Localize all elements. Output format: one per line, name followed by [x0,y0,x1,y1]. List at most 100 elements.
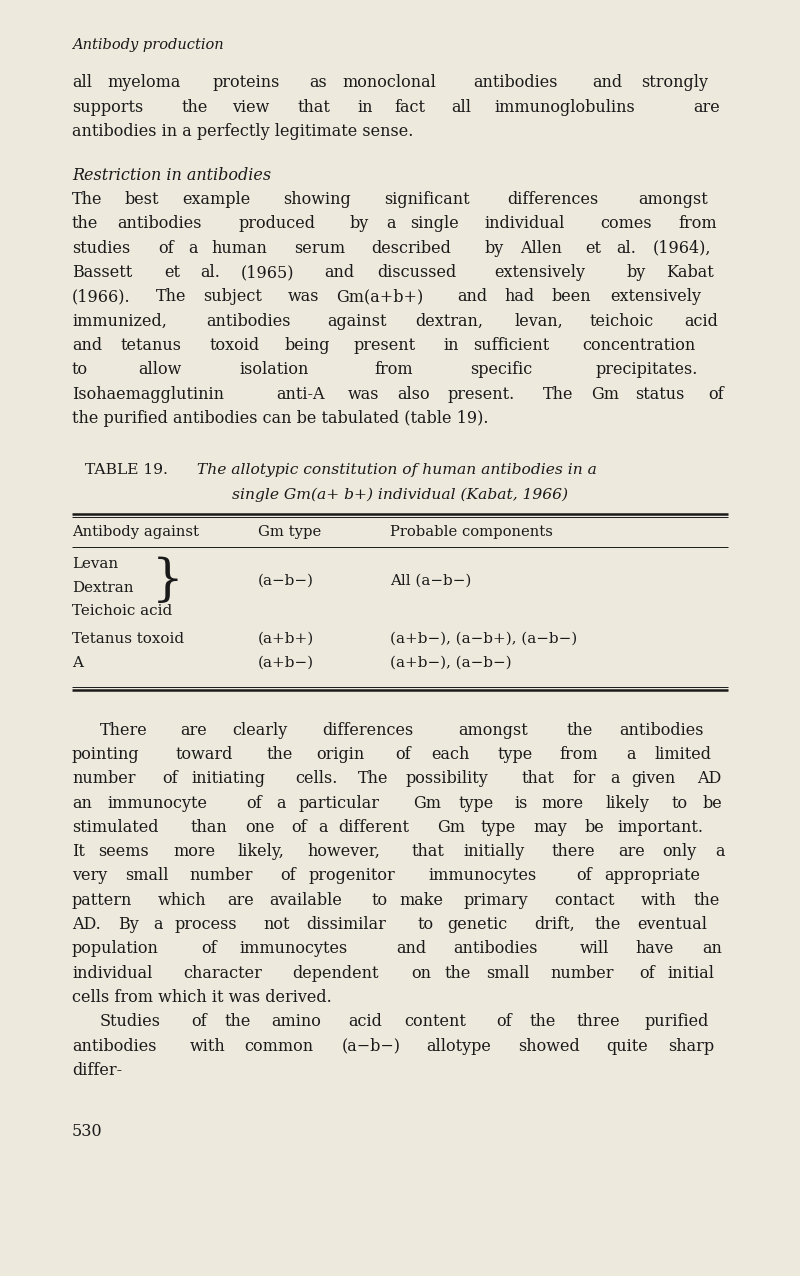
Text: progenitor: progenitor [308,868,395,884]
Text: more: more [542,795,583,812]
Text: Studies: Studies [100,1013,161,1030]
Text: et: et [585,240,601,256]
Text: view: view [232,98,270,116]
Text: eventual: eventual [638,916,708,933]
Text: Gm: Gm [437,819,465,836]
Text: all: all [452,98,472,116]
Text: Allen: Allen [520,240,562,256]
Text: }: } [152,556,184,606]
Text: make: make [399,892,443,909]
Text: each: each [432,746,470,763]
Text: (a−b−): (a−b−) [342,1037,401,1054]
Text: antibodies: antibodies [118,216,202,232]
Text: antibodies: antibodies [453,940,538,957]
Text: Teichoic acid: Teichoic acid [72,605,172,619]
Text: immunized,: immunized, [72,313,167,329]
Text: three: three [576,1013,620,1030]
Text: primary: primary [464,892,529,909]
Text: present.: present. [448,385,515,402]
Text: that: that [521,771,554,787]
Text: type: type [498,746,533,763]
Text: only: only [662,843,696,860]
Text: significant: significant [384,191,470,208]
Text: (a+b−): (a+b−) [258,656,314,670]
Text: and: and [397,940,427,957]
Text: TABLE 19.: TABLE 19. [85,463,168,477]
Text: specific: specific [470,361,532,378]
Text: (a+b+): (a+b+) [258,632,314,646]
Text: genetic: genetic [447,916,508,933]
Text: are: are [228,892,254,909]
Text: antibodies in a perfectly legitimate sense.: antibodies in a perfectly legitimate sen… [72,122,414,140]
Text: best: best [125,191,159,208]
Text: differences: differences [507,191,598,208]
Text: subject: subject [203,288,262,305]
Text: of: of [497,1013,512,1030]
Text: sufficient: sufficient [474,337,550,353]
Text: Isohaemagglutinin: Isohaemagglutinin [72,385,224,402]
Text: small: small [126,868,169,884]
Text: allotype: allotype [426,1037,491,1054]
Text: 530: 530 [72,1123,102,1139]
Text: myeloma: myeloma [108,74,182,92]
Text: described: described [371,240,451,256]
Text: common: common [244,1037,313,1054]
Text: toxoid: toxoid [210,337,260,353]
Text: monoclonal: monoclonal [342,74,436,92]
Text: in: in [443,337,459,353]
Text: from: from [374,361,414,378]
Text: stimulated: stimulated [72,819,158,836]
Text: al.: al. [616,240,636,256]
Text: initially: initially [463,843,525,860]
Text: very: very [72,868,107,884]
Text: antibodies: antibodies [72,1037,157,1054]
Text: The: The [72,191,102,208]
Text: of: of [191,1013,207,1030]
Text: The: The [543,385,574,402]
Text: however,: however, [307,843,380,860]
Text: be: be [584,819,604,836]
Text: (1964),: (1964), [653,240,711,256]
Text: status: status [635,385,685,402]
Text: individual: individual [485,216,565,232]
Text: anti-A: anti-A [277,385,325,402]
Text: the: the [224,1013,250,1030]
Text: with: with [640,892,676,909]
Text: against: against [327,313,386,329]
Text: A: A [72,656,83,670]
Text: initiating: initiating [191,771,265,787]
Text: The: The [358,771,389,787]
Text: a: a [276,795,286,812]
Text: is: is [514,795,527,812]
Text: Levan: Levan [72,558,118,572]
Text: AD.: AD. [72,916,101,933]
Text: Probable components: Probable components [390,526,553,540]
Text: extensively: extensively [494,264,586,281]
Text: the: the [72,216,98,232]
Text: more: more [174,843,215,860]
Text: of: of [708,385,723,402]
Text: the: the [181,98,207,116]
Text: the: the [595,916,622,933]
Text: of: of [291,819,306,836]
Text: initial: initial [667,965,714,981]
Text: single: single [410,216,458,232]
Text: by: by [485,240,504,256]
Text: likely: likely [606,795,650,812]
Text: as: as [310,74,327,92]
Text: differ-: differ- [72,1062,122,1079]
Text: immunocytes: immunocytes [428,868,536,884]
Text: to: to [418,916,434,933]
Text: available: available [270,892,342,909]
Text: and: and [457,288,487,305]
Text: may: may [534,819,567,836]
Text: clearly: clearly [233,722,288,739]
Text: Restriction in antibodies: Restriction in antibodies [72,167,271,184]
Text: the purified antibodies can be tabulated (table 19).: the purified antibodies can be tabulated… [72,410,489,427]
Text: the: the [566,722,593,739]
Text: by: by [627,264,646,281]
Text: a: a [610,771,620,787]
Text: studies: studies [72,240,130,256]
Text: have: have [635,940,674,957]
Text: a: a [626,746,635,763]
